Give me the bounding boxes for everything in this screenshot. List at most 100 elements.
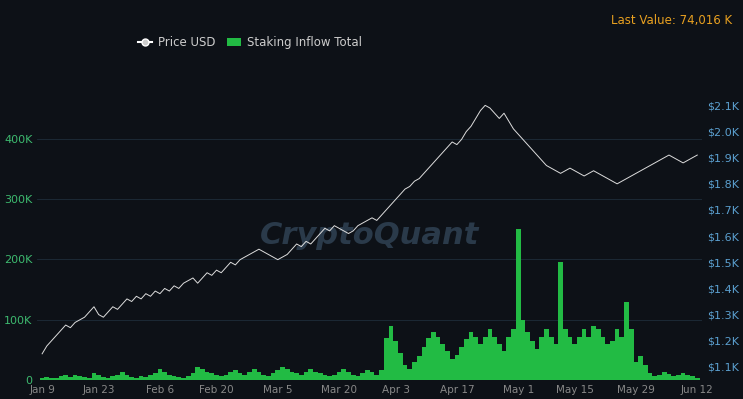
Bar [49,379,54,380]
Bar [586,336,591,380]
Bar [624,302,629,380]
Bar [176,377,181,380]
Bar [535,349,539,380]
Bar [469,332,473,380]
Bar [162,371,167,380]
Bar [332,375,337,380]
Bar [195,367,200,380]
Bar [318,373,322,380]
Bar [270,373,276,380]
Bar [450,359,455,380]
Bar [577,336,582,380]
Bar [167,375,172,380]
Bar [478,344,483,380]
Bar [224,375,228,380]
Bar [435,336,441,380]
Bar [492,336,497,380]
Bar [374,375,379,380]
Bar [200,369,205,380]
Bar [365,370,370,380]
Bar [455,355,459,380]
Bar [252,369,256,380]
Bar [242,375,247,380]
Bar [634,362,638,380]
Bar [266,376,270,380]
Bar [379,370,384,380]
Bar [464,339,469,380]
Bar [59,376,63,380]
Bar [686,375,690,380]
Bar [356,376,360,380]
Bar [610,341,614,380]
Bar [441,344,445,380]
Bar [290,371,294,380]
Bar [473,336,478,380]
Bar [120,372,125,380]
Bar [398,353,403,380]
Bar [299,375,304,380]
Bar [158,369,162,380]
Bar [549,336,554,380]
Bar [648,373,652,380]
Bar [143,377,148,380]
Bar [280,367,285,380]
Bar [97,375,101,380]
Bar [497,344,502,380]
Bar [511,329,516,380]
Bar [276,370,280,380]
Bar [308,369,313,380]
Bar [525,332,530,380]
Bar [629,329,634,380]
Bar [313,371,318,380]
Bar [262,375,266,380]
Bar [445,351,450,380]
Bar [337,371,341,380]
Bar [643,365,648,380]
Bar [389,326,393,380]
Bar [106,378,111,380]
Bar [214,375,219,380]
Bar [125,375,129,380]
Bar [322,375,327,380]
Bar [101,377,106,380]
Bar [148,375,153,380]
Bar [417,356,421,380]
Bar [233,370,238,380]
Bar [77,376,82,380]
Bar [666,374,672,380]
Bar [652,376,658,380]
Bar [393,341,398,380]
Bar [403,365,407,380]
Bar [360,373,365,380]
Bar [139,376,143,380]
Bar [483,336,487,380]
Bar [487,329,492,380]
Bar [600,336,606,380]
Bar [172,376,176,380]
Bar [507,336,511,380]
Text: CryptoQuant: CryptoQuant [260,221,479,250]
Bar [384,338,389,380]
Bar [129,377,134,380]
Bar [351,375,356,380]
Bar [91,373,97,380]
Bar [82,377,87,380]
Legend: Price USD, Staking Inflow Total: Price USD, Staking Inflow Total [133,31,367,54]
Bar [327,376,332,380]
Bar [40,378,45,380]
Text: Last Value: 74,016 K: Last Value: 74,016 K [611,14,732,27]
Bar [521,320,525,380]
Bar [370,372,374,380]
Bar [614,329,620,380]
Bar [412,362,417,380]
Bar [134,378,139,380]
Bar [63,375,68,380]
Bar [407,369,412,380]
Bar [115,375,120,380]
Bar [672,376,676,380]
Bar [681,373,686,380]
Bar [459,347,464,380]
Bar [426,338,431,380]
Bar [210,373,214,380]
Bar [690,376,695,380]
